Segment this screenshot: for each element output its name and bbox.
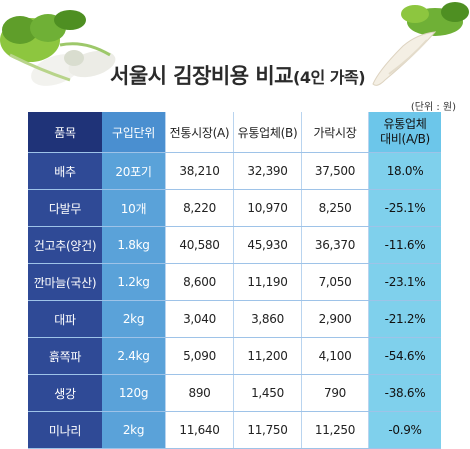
title-suffix: (4인 가족) bbox=[293, 68, 366, 87]
cell-item: 미나리 bbox=[28, 411, 102, 449]
cell-item: 생강 bbox=[28, 374, 102, 412]
table-row: 대파 2kg 3,040 3,860 2,900 -21.2% bbox=[28, 300, 441, 338]
cell-traditional: 890 bbox=[165, 374, 234, 412]
header-ratio: 유통업체 대비(A/B) bbox=[368, 112, 441, 153]
cell-item: 깐마늘(국산) bbox=[28, 263, 102, 301]
header-street: 가락시장 bbox=[301, 112, 369, 153]
cell-distributor: 10,970 bbox=[233, 189, 302, 227]
cell-street: 8,250 bbox=[301, 189, 369, 227]
header-ratio-line2: 대비(A/B) bbox=[380, 132, 430, 146]
cell-distributor: 11,200 bbox=[233, 337, 302, 375]
cell-ratio: -11.6% bbox=[368, 226, 441, 264]
cell-ratio: -23.1% bbox=[368, 263, 441, 301]
cell-unit: 120g bbox=[102, 374, 166, 412]
cell-traditional: 5,090 bbox=[165, 337, 234, 375]
cell-item: 건고추(양건) bbox=[28, 226, 102, 264]
cell-traditional: 8,600 bbox=[165, 263, 234, 301]
cell-unit: 10개 bbox=[102, 189, 166, 227]
cell-unit: 1.2kg bbox=[102, 263, 166, 301]
cell-item: 다발무 bbox=[28, 189, 102, 227]
cell-traditional: 40,580 bbox=[165, 226, 234, 264]
napa-cabbage-illustration bbox=[0, 10, 116, 86]
cell-street: 37,500 bbox=[301, 152, 369, 190]
cell-street: 790 bbox=[301, 374, 369, 412]
cell-ratio: -0.9% bbox=[368, 411, 441, 449]
table-header-row: 품목 구입단위 전통시장(A) 유통업체(B) 가락시장 유통업체 대비(A/B… bbox=[28, 112, 441, 153]
cell-unit: 2.4kg bbox=[102, 337, 166, 375]
cell-street: 7,050 bbox=[301, 263, 369, 301]
cell-street: 2,900 bbox=[301, 300, 369, 338]
cell-distributor: 1,450 bbox=[233, 374, 302, 412]
cell-ratio: 18.0% bbox=[368, 152, 441, 190]
cell-distributor: 32,390 bbox=[233, 152, 302, 190]
table-row: 배추 20포기 38,210 32,390 37,500 18.0% bbox=[28, 152, 441, 190]
table-row: 깐마늘(국산) 1.2kg 8,600 11,190 7,050 -23.1% bbox=[28, 263, 441, 301]
header-traditional: 전통시장(A) bbox=[165, 112, 234, 153]
cell-unit: 20포기 bbox=[102, 152, 166, 190]
table-row: 건고추(양건) 1.8kg 40,580 45,930 36,370 -11.6… bbox=[28, 226, 441, 264]
cell-street: 36,370 bbox=[301, 226, 369, 264]
page-title: 서울시 김장비용 비교(4인 가족) bbox=[110, 60, 366, 90]
cell-ratio: -25.1% bbox=[368, 189, 441, 227]
cell-traditional: 3,040 bbox=[165, 300, 234, 338]
cell-unit: 1.8kg bbox=[102, 226, 166, 264]
cell-traditional: 11,640 bbox=[165, 411, 234, 449]
cell-unit: 2kg bbox=[102, 300, 166, 338]
cell-ratio: -54.6% bbox=[368, 337, 441, 375]
radish-illustration bbox=[372, 2, 469, 86]
cell-street: 4,100 bbox=[301, 337, 369, 375]
table-row: 생강 120g 890 1,450 790 -38.6% bbox=[28, 374, 441, 412]
cell-distributor: 3,860 bbox=[233, 300, 302, 338]
header-ratio-line1: 유통업체 bbox=[383, 117, 427, 131]
cell-item: 대파 bbox=[28, 300, 102, 338]
header-item: 품목 bbox=[28, 112, 102, 153]
cell-traditional: 8,220 bbox=[165, 189, 234, 227]
table-row: 미나리 2kg 11,640 11,750 11,250 -0.9% bbox=[28, 411, 441, 449]
header-unit: 구입단위 bbox=[102, 112, 166, 153]
cell-traditional: 38,210 bbox=[165, 152, 234, 190]
cell-street: 11,250 bbox=[301, 411, 369, 449]
table-row: 다발무 10개 8,220 10,970 8,250 -25.1% bbox=[28, 189, 441, 227]
header-distributor: 유통업체(B) bbox=[233, 112, 302, 153]
cell-ratio: -21.2% bbox=[368, 300, 441, 338]
cell-distributor: 11,750 bbox=[233, 411, 302, 449]
unit-note: (단위 : 원) bbox=[410, 102, 456, 113]
price-comparison-table: 품목 구입단위 전통시장(A) 유통업체(B) 가락시장 유통업체 대비(A/B… bbox=[28, 112, 441, 449]
cell-item: 배추 bbox=[28, 152, 102, 190]
cell-distributor: 11,190 bbox=[233, 263, 302, 301]
title-main: 서울시 김장비용 비교 bbox=[110, 64, 294, 88]
cell-distributor: 45,930 bbox=[233, 226, 302, 264]
cell-ratio: -38.6% bbox=[368, 374, 441, 412]
cell-item: 흙쪽파 bbox=[28, 337, 102, 375]
table-row: 흙쪽파 2.4kg 5,090 11,200 4,100 -54.6% bbox=[28, 337, 441, 375]
cell-unit: 2kg bbox=[102, 411, 166, 449]
